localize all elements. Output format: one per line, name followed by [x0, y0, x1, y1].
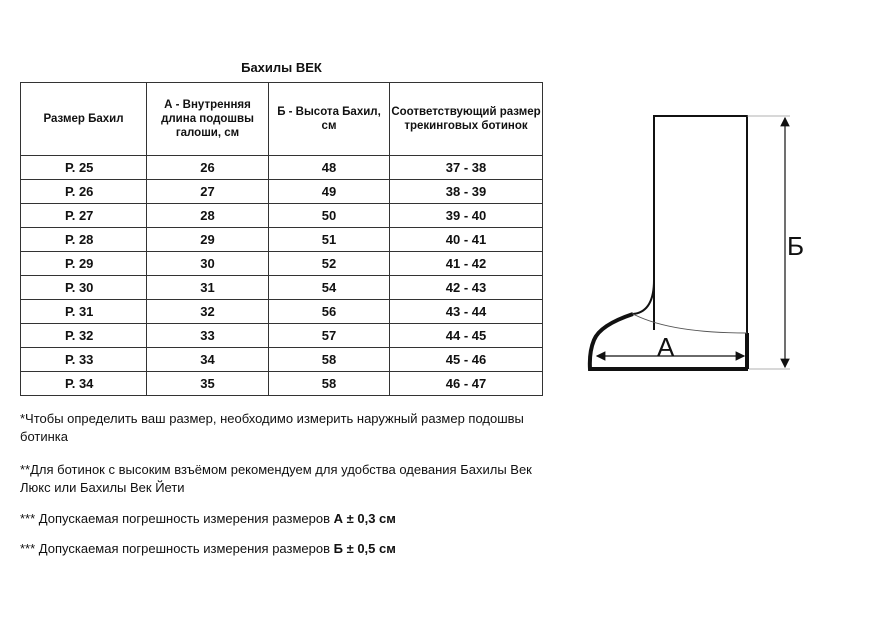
cell-height: 58	[268, 347, 390, 372]
table-row: Р. 25 26 48 37 - 38	[20, 155, 543, 180]
note-2: **Для ботинок с высоким взъёмом рекоменд…	[20, 462, 532, 495]
table-row: Р. 30 31 54 42 - 43	[20, 275, 543, 300]
note-3: *** Допускаемая погрешность измерения ра…	[20, 510, 560, 528]
table-row: Р. 29 30 52 41 - 42	[20, 251, 543, 276]
cell-size: Р. 28	[20, 227, 147, 252]
cell-boot-size: 42 - 43	[389, 275, 543, 300]
cell-boot-size: 37 - 38	[389, 155, 543, 180]
table-row: Р. 33 34 58 45 - 46	[20, 347, 543, 372]
table-title: Бахилы ВЕК	[241, 60, 322, 75]
cell-sole-length: 29	[146, 227, 269, 252]
table-row: Р. 27 28 50 39 - 40	[20, 203, 543, 228]
note-4-bold: Б ± 0,5 см	[333, 541, 396, 556]
galosh-outline	[587, 312, 748, 371]
note-4: *** Допускаемая погрешность измерения ра…	[20, 540, 560, 558]
cell-sole-length: 28	[146, 203, 269, 228]
cell-size: Р. 26	[20, 179, 147, 204]
note-1: *Чтобы определить ваш размер, необходимо…	[20, 411, 524, 444]
cell-size: Р. 31	[20, 299, 147, 324]
table-header-row: Размер Бахил А - Внутренняя длина подошв…	[20, 82, 543, 156]
table-row: Р. 34 35 58 46 - 47	[20, 371, 543, 396]
cell-size: Р. 25	[20, 155, 147, 180]
cell-size: Р. 27	[20, 203, 147, 228]
cell-boot-size: 46 - 47	[389, 371, 543, 396]
boot-shin-curve	[632, 279, 655, 315]
cell-boot-size: 38 - 39	[389, 179, 543, 204]
galosh-top-line	[632, 313, 748, 334]
cell-size: Р. 32	[20, 323, 147, 348]
boot-outline	[653, 115, 748, 369]
note-3-bold: А ± 0,3 см	[333, 511, 396, 526]
note-4-text: *** Допускаемая погрешность измерения ра…	[20, 541, 334, 556]
table-row: Р. 26 27 49 38 - 39	[20, 179, 543, 204]
label-b: Б	[787, 231, 804, 261]
header-boot-size: Соответствующий размер трекинговых ботин…	[389, 82, 543, 156]
note-3-text: *** Допускаемая погрешность измерения ра…	[20, 511, 334, 526]
cell-sole-length: 35	[146, 371, 269, 396]
cell-sole-length: 31	[146, 275, 269, 300]
header-sole-length: А - Внутренняя длина подошвы галоши, см	[146, 82, 269, 156]
label-a: А	[657, 332, 675, 362]
cell-size: Р. 34	[20, 371, 147, 396]
cell-height: 50	[268, 203, 390, 228]
cell-sole-length: 34	[146, 347, 269, 372]
cell-boot-size: 44 - 45	[389, 323, 543, 348]
header-size: Размер Бахил	[20, 82, 147, 156]
size-table: Размер Бахил А - Внутренняя длина подошв…	[20, 82, 543, 396]
cell-sole-length: 33	[146, 323, 269, 348]
table-row: Р. 31 32 56 43 - 44	[20, 299, 543, 324]
cell-height: 56	[268, 299, 390, 324]
cell-sole-length: 30	[146, 251, 269, 276]
